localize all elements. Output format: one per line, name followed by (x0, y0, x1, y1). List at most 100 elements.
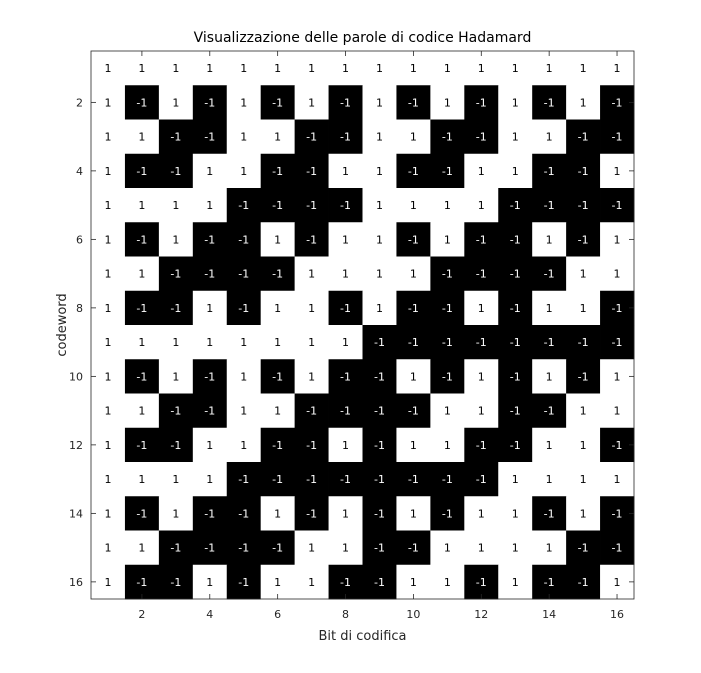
heatmap-cell (498, 222, 533, 257)
heatmap-cell (600, 462, 635, 497)
heatmap-cell (294, 222, 329, 257)
heatmap-cell-label: -1 (272, 96, 283, 109)
heatmap-cell (396, 564, 431, 600)
heatmap-cell-label: -1 (408, 165, 419, 178)
heatmap-cell (566, 290, 601, 326)
heatmap-cell (192, 496, 228, 531)
heatmap-cell-label: 1 (240, 165, 247, 178)
heatmap-cell-label: 1 (376, 268, 383, 281)
heatmap-cell (600, 188, 635, 223)
heatmap-cell (91, 188, 126, 223)
heatmap-cell-label: 1 (478, 405, 485, 418)
heatmap-cell (124, 530, 160, 566)
heatmap-cell-label: -1 (510, 268, 521, 281)
heatmap-cell (91, 85, 126, 120)
heatmap-cell (124, 359, 160, 394)
heatmap-cell-label: 1 (104, 507, 111, 520)
heatmap-cell (124, 222, 160, 257)
heatmap-cell-label: 1 (546, 131, 553, 144)
heatmap-cell-label: 1 (444, 233, 451, 246)
heatmap-cell-label: -1 (408, 542, 419, 555)
heatmap-cell-label: 1 (376, 62, 383, 75)
heatmap-cell-label: -1 (578, 370, 589, 383)
heatmap-cell (566, 393, 601, 429)
heatmap-cell-label: 1 (614, 576, 621, 589)
heatmap-cell (430, 530, 465, 566)
heatmap-cell-label: -1 (306, 405, 317, 418)
heatmap-cell (396, 119, 431, 155)
heatmap-cell (566, 222, 601, 257)
heatmap-cell-label: 1 (104, 199, 111, 212)
heatmap-cell (294, 256, 329, 292)
heatmap-cell (362, 222, 397, 257)
heatmap-cell (158, 427, 194, 463)
heatmap-cell (430, 290, 465, 326)
heatmap-cell (226, 188, 262, 223)
heatmap-cell (396, 256, 431, 292)
heatmap-cell (260, 393, 296, 429)
heatmap-cell (600, 290, 635, 326)
x-axis-label: Bit di codifica (318, 629, 406, 644)
heatmap-cell-label: -1 (510, 336, 521, 349)
heatmap-cell (226, 51, 262, 86)
heatmap-cell (362, 462, 397, 497)
heatmap-cell (600, 222, 635, 257)
heatmap-cell-label: -1 (374, 370, 385, 383)
heatmap-cell (362, 119, 397, 155)
heatmap-cell (124, 325, 160, 360)
heatmap-cell (124, 496, 160, 531)
heatmap-cell-label: 1 (410, 62, 417, 75)
heatmap-cell-label: 1 (104, 62, 111, 75)
heatmap-cell (532, 325, 567, 360)
heatmap-cell (91, 462, 126, 497)
heatmap-cell (294, 51, 329, 86)
heatmap-cell-label: 1 (478, 62, 485, 75)
heatmap-cell (294, 359, 329, 394)
heatmap-cell (192, 325, 228, 360)
heatmap-cell-label: -1 (476, 336, 487, 349)
heatmap-cell (430, 119, 465, 155)
heatmap-cell (328, 153, 363, 189)
heatmap-cell-label: -1 (136, 439, 147, 452)
heatmap-cell-label: 1 (104, 542, 111, 555)
heatmap-cell-label: -1 (442, 336, 453, 349)
heatmap-cell-label: 1 (172, 507, 179, 520)
heatmap-cell (600, 51, 635, 86)
heatmap-cell (328, 290, 363, 326)
heatmap-cell-label: -1 (238, 302, 249, 315)
heatmap-cell-label: 1 (274, 336, 281, 349)
heatmap-cell-label: 1 (104, 302, 111, 315)
heatmap-cell (328, 222, 363, 257)
heatmap-cell-label: -1 (136, 507, 147, 520)
heatmap-cell (396, 153, 431, 189)
heatmap-cell-label: 1 (308, 268, 315, 281)
heatmap-cell (464, 85, 499, 120)
heatmap-cell (498, 290, 533, 326)
heatmap-cell (498, 564, 533, 600)
heatmap-cell (396, 325, 431, 360)
heatmap-cell-label: 1 (206, 439, 213, 452)
heatmap-cell (91, 496, 126, 531)
heatmap-cell (430, 359, 465, 394)
heatmap-cell-label: -1 (408, 302, 419, 315)
heatmap-cell-label: 1 (546, 370, 553, 383)
heatmap-cell (566, 256, 601, 292)
heatmap-cell-label: -1 (272, 370, 283, 383)
heatmap-cell-label: -1 (510, 370, 521, 383)
heatmap-cell (124, 51, 160, 86)
heatmap-cell (566, 462, 601, 497)
heatmap-cell (294, 462, 329, 497)
heatmap-cell-label: -1 (578, 199, 589, 212)
y-tick-label: 6 (76, 233, 83, 246)
heatmap-cell-label: 1 (614, 405, 621, 418)
heatmap-cell-label: -1 (340, 370, 351, 383)
heatmap-cell (464, 188, 499, 223)
heatmap-cell (124, 564, 160, 600)
heatmap-cell-label: 1 (206, 62, 213, 75)
heatmap-cell (362, 51, 397, 86)
heatmap-cell-label: 1 (478, 370, 485, 383)
heatmap-cell (362, 564, 397, 600)
heatmap-cell (600, 359, 635, 394)
heatmap-cell-label: -1 (238, 199, 249, 212)
heatmap-cell (464, 564, 499, 600)
